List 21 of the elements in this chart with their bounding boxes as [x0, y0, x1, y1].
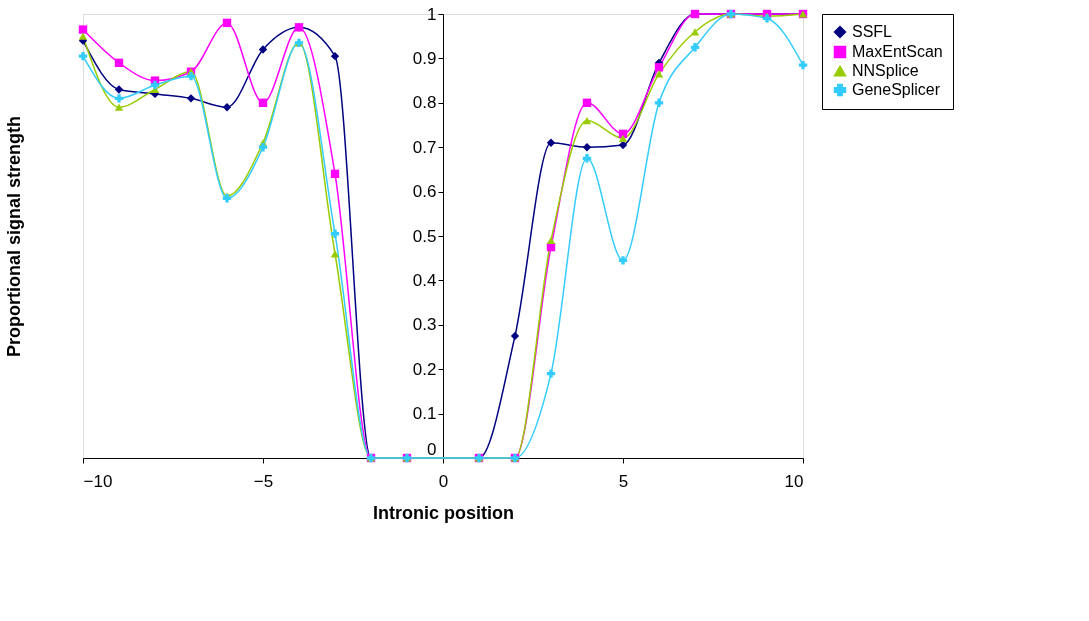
y-tick-label: 1 — [427, 4, 437, 24]
x-axis-title: Intronic position — [373, 502, 514, 523]
y-tick-label: 0.6 — [412, 182, 437, 202]
y-tick-label: 0.7 — [412, 137, 437, 157]
x-tick-label: 5 — [618, 471, 629, 491]
y-tick-label: 0.4 — [412, 270, 437, 290]
y-tick-label: 0.5 — [412, 226, 437, 246]
y-tick-label: 0 — [427, 439, 437, 459]
x-tick-label: −10 — [83, 471, 113, 491]
y-tick-label: 0.3 — [412, 315, 437, 335]
legend-label: GeneSplicer — [852, 81, 941, 98]
x-tick-label: −5 — [253, 471, 274, 491]
x-tick-label: 10 — [784, 471, 804, 491]
y-tick-label: 0.1 — [412, 404, 437, 424]
legend-label: SSFL — [852, 23, 893, 40]
y-axis-title: Proportional signal strength — [3, 115, 24, 358]
legend-label: MaxEntScan — [852, 43, 943, 60]
y-tick-label: 0.9 — [412, 48, 437, 68]
legend-label: NNSplice — [852, 62, 919, 79]
y-tick-label: 0.8 — [412, 93, 437, 113]
y-tick-label: 0.2 — [412, 359, 437, 379]
